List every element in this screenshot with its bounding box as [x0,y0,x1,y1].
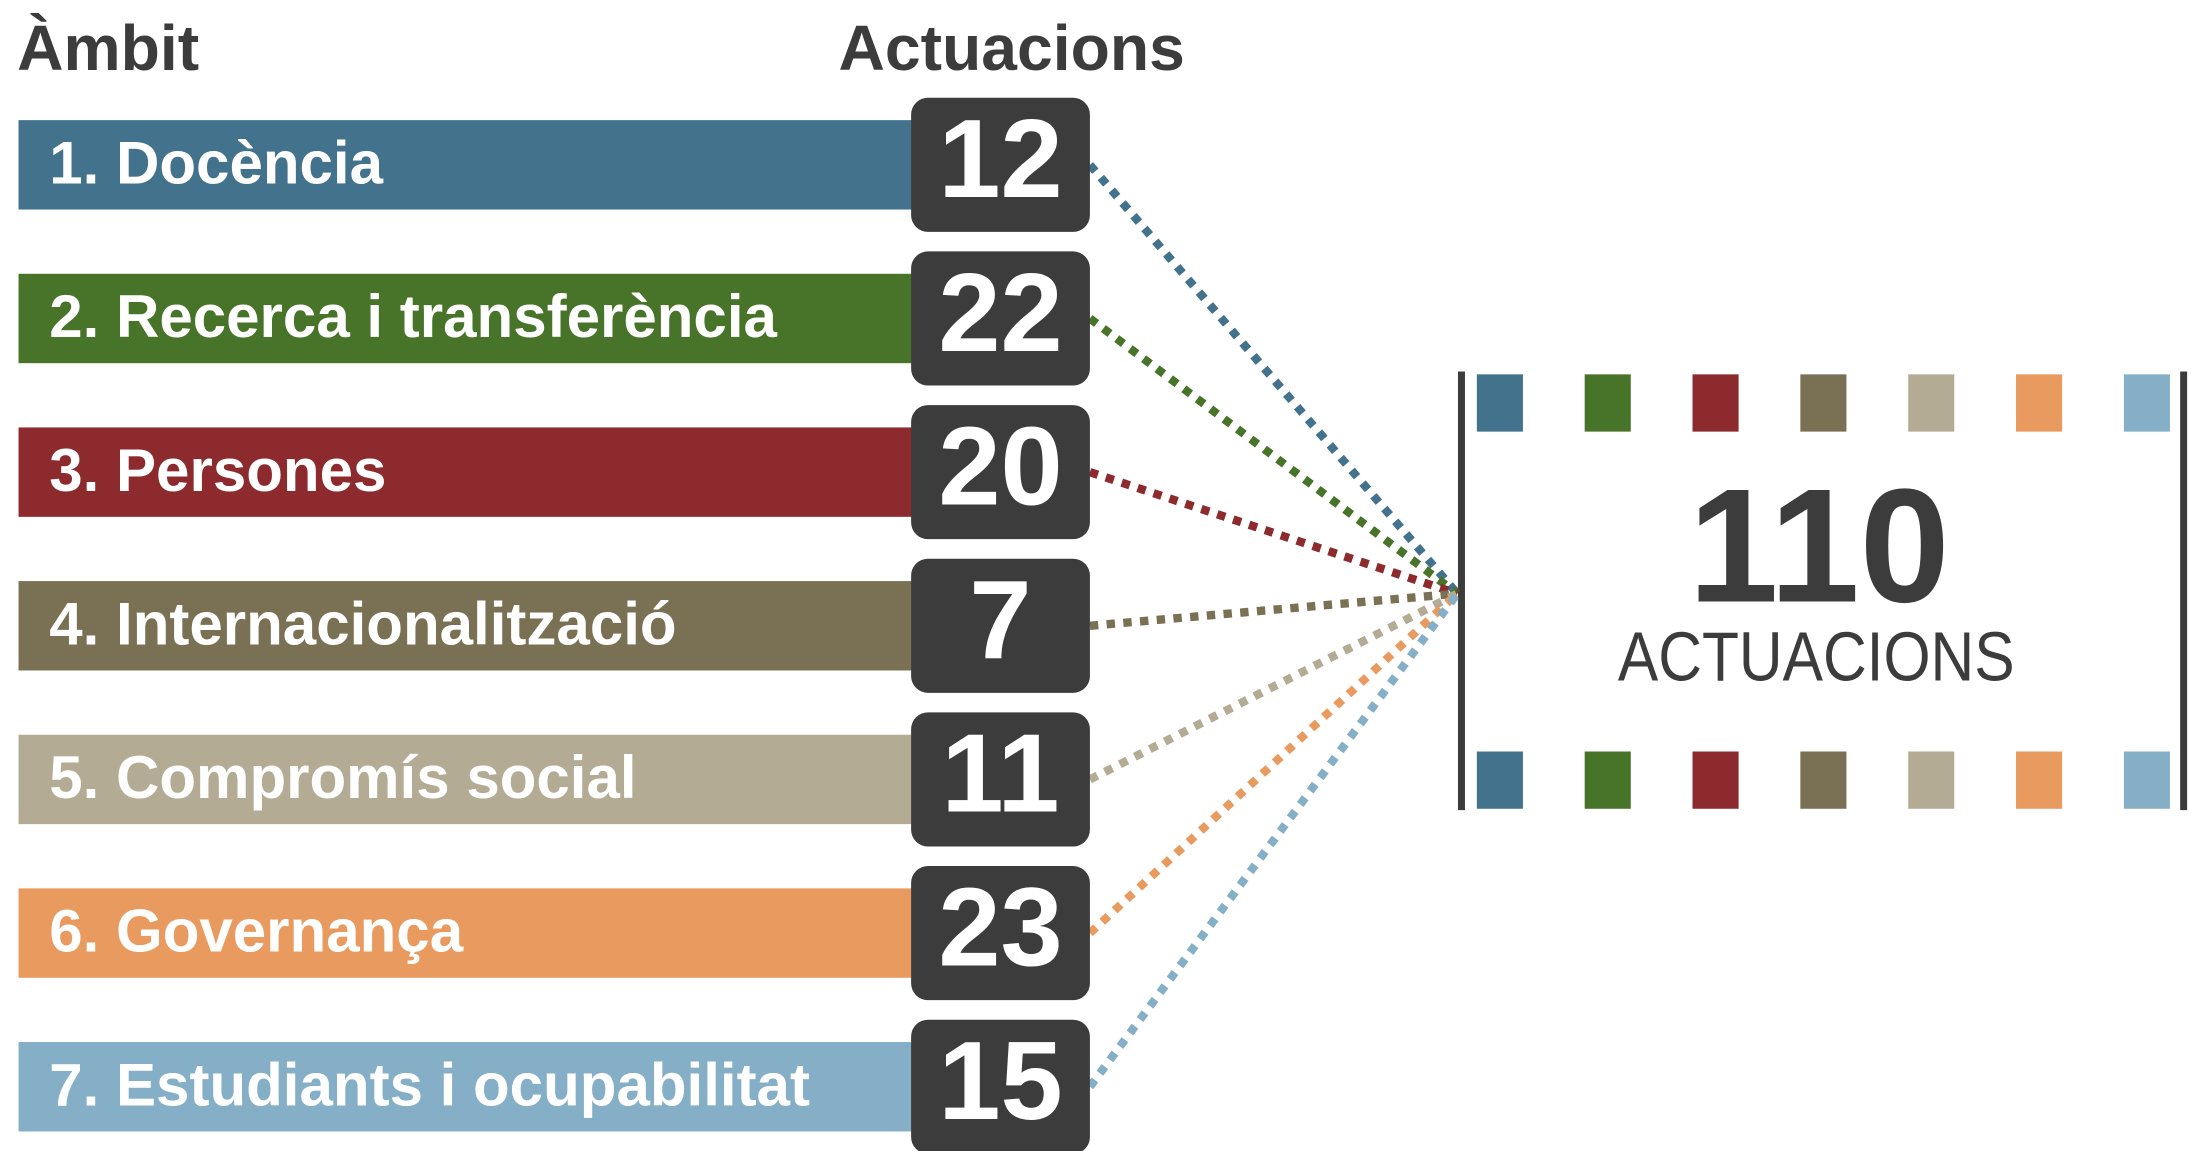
area-label: 2. Recerca i transferència [49,283,777,350]
color-square [1584,374,1631,432]
color-square [1800,374,1847,432]
count-box [911,558,1090,693]
area-bar [18,1042,927,1132]
connector [1088,589,1460,784]
count-value: 7 [969,557,1031,682]
color-square [1476,374,1523,432]
color-square [1800,751,1847,809]
color-square [2123,374,2170,432]
connector [1086,162,1461,597]
area-label: 5. Compromís social [49,744,636,811]
connector [1086,591,1461,1090]
color-square [1584,751,1631,809]
area-bar [18,734,927,825]
count-box [911,1019,1090,1151]
connector [1087,315,1460,598]
count-value: 20 [938,403,1062,528]
color-square [1476,751,1523,809]
area-label: 3. Persones [49,437,386,504]
count-value: 15 [938,1018,1062,1143]
count-box [911,405,1090,540]
count-value: 22 [938,250,1062,375]
area-label: 1. Docència [49,129,383,196]
area-label: 4. Internacionalització [49,590,676,657]
area-bar [18,581,927,671]
count-box [911,712,1090,847]
color-square [2016,374,2063,432]
area-bar [18,888,927,978]
count-value: 11 [941,711,1059,836]
area-label: 6. Governança [49,898,463,965]
total-label: ACTUACIONS [1618,618,2015,696]
count-box [911,97,1090,232]
area-bar [18,273,927,364]
area-header: Àmbit [17,12,199,84]
count-box [911,251,1090,386]
area-label: 7. Estudiants i ocupabilitat [49,1051,810,1118]
count-box [911,866,1090,1001]
color-square [2123,751,2170,809]
area-bar [18,120,927,210]
color-square [1692,374,1739,432]
color-square [1692,751,1739,809]
color-square [1908,374,1955,432]
count-header: Actuacions [839,12,1185,84]
connector [1089,589,1458,630]
count-value: 12 [938,96,1062,221]
connector [1087,590,1461,937]
area-bar [18,427,927,517]
connector [1088,468,1459,598]
total-value: 110 [1688,456,1949,637]
count-value: 23 [938,864,1062,989]
color-square [1908,751,1955,809]
color-square [2016,751,2063,809]
